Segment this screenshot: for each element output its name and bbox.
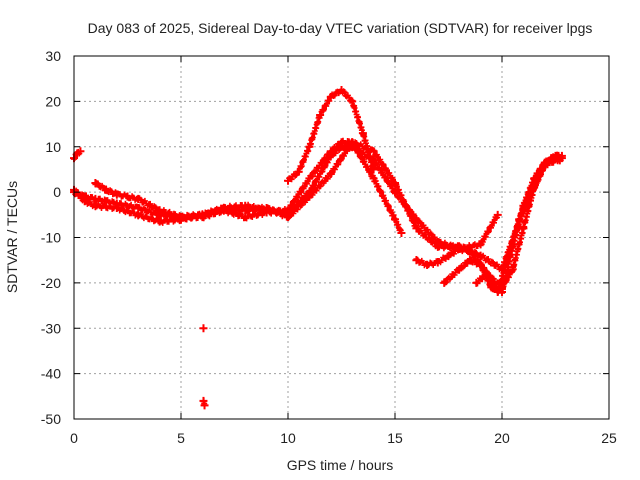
y-tick-label: 20 (45, 93, 61, 109)
data-point (547, 154, 556, 163)
data-point (440, 278, 449, 287)
data-point (241, 213, 250, 222)
data-point (444, 251, 453, 260)
y-tick-label: -10 (41, 230, 61, 246)
data-point (348, 138, 357, 147)
data-point (465, 247, 474, 256)
series-outlier-2 (199, 396, 209, 410)
data-point (326, 147, 335, 156)
data-point (284, 213, 292, 222)
x-tick-label: 15 (387, 430, 403, 446)
data-point (284, 206, 292, 215)
data-point (199, 396, 208, 405)
data-point (134, 194, 143, 203)
data-point (493, 287, 502, 296)
data-point (123, 192, 132, 201)
data-point (557, 151, 566, 160)
x-tick-label: 5 (177, 430, 185, 446)
data-point (536, 165, 545, 174)
data-point (476, 251, 485, 260)
data-point (112, 190, 121, 199)
y-tick-label: -20 (41, 275, 61, 291)
y-tick-label: -50 (41, 411, 61, 427)
data-point (412, 256, 421, 265)
x-axis-label: GPS time / hours (287, 457, 394, 473)
y-tick-label: 0 (53, 184, 61, 200)
data-point (200, 401, 209, 410)
series-track-7 (472, 154, 564, 296)
data-point (508, 265, 517, 274)
data-point (423, 260, 432, 269)
data-point (102, 197, 111, 206)
data-point (476, 260, 485, 269)
data-point (483, 269, 492, 278)
data-point (219, 206, 228, 215)
y-axis-label: SDTVAR / TECUs (4, 181, 20, 293)
data-point (305, 174, 314, 183)
data-point (134, 204, 143, 213)
data-point (155, 217, 164, 226)
x-tick-label: 0 (70, 430, 78, 446)
data-point (91, 201, 100, 210)
data-point (348, 97, 357, 106)
y-tick-label: 10 (45, 139, 61, 155)
x-tick-label: 25 (601, 430, 617, 446)
data-point (391, 215, 399, 224)
data-point (134, 210, 143, 219)
data-point (472, 278, 481, 287)
data-point (294, 167, 303, 176)
x-tick-label: 10 (280, 430, 296, 446)
data-point (91, 179, 100, 188)
tick-labels: 0 5 10 15 20 25 -50 -40 -30 -20 -10 0 10 20 30 (41, 48, 617, 446)
data-point (337, 86, 346, 95)
data-point (515, 215, 524, 224)
data-point (177, 213, 185, 222)
data-point (433, 258, 442, 267)
x-tick-label: 20 (494, 430, 510, 446)
data-point (455, 244, 464, 253)
series-track-4 (284, 86, 378, 185)
data-point (305, 192, 314, 201)
data-point (525, 188, 534, 197)
ticks (73, 55, 610, 420)
data-point (155, 206, 164, 215)
data-point (326, 92, 335, 101)
data-point (369, 174, 378, 183)
series-outlier-1 (199, 324, 208, 333)
data-point (80, 197, 89, 206)
data-point (504, 251, 513, 260)
data-point (433, 242, 442, 251)
data-point (519, 224, 528, 233)
y-tick-label: 30 (45, 48, 61, 64)
data-point (369, 165, 378, 174)
data-point (316, 110, 325, 119)
data-point (555, 156, 564, 165)
data-point (262, 208, 271, 217)
y-tick-label: -40 (41, 366, 61, 382)
data-point (326, 169, 335, 178)
data-point (493, 210, 502, 219)
data-point (305, 142, 314, 151)
data-point (358, 129, 367, 138)
data-point (455, 265, 464, 274)
data-point (412, 224, 421, 233)
data-point (337, 138, 346, 147)
data-point (91, 194, 100, 203)
chart-title: Day 083 of 2025, Sidereal Day-to-day VTE… (88, 20, 593, 36)
data-point (102, 185, 111, 194)
data-point (112, 204, 121, 213)
y-tick-label: -30 (41, 320, 61, 336)
data-point (76, 147, 85, 156)
data-point (284, 176, 292, 185)
data-point (476, 240, 485, 249)
data-point (397, 228, 406, 237)
data-point (241, 206, 250, 215)
data-point (199, 324, 208, 333)
data-point (465, 256, 474, 265)
data-point (198, 213, 207, 222)
data-point (391, 179, 399, 188)
